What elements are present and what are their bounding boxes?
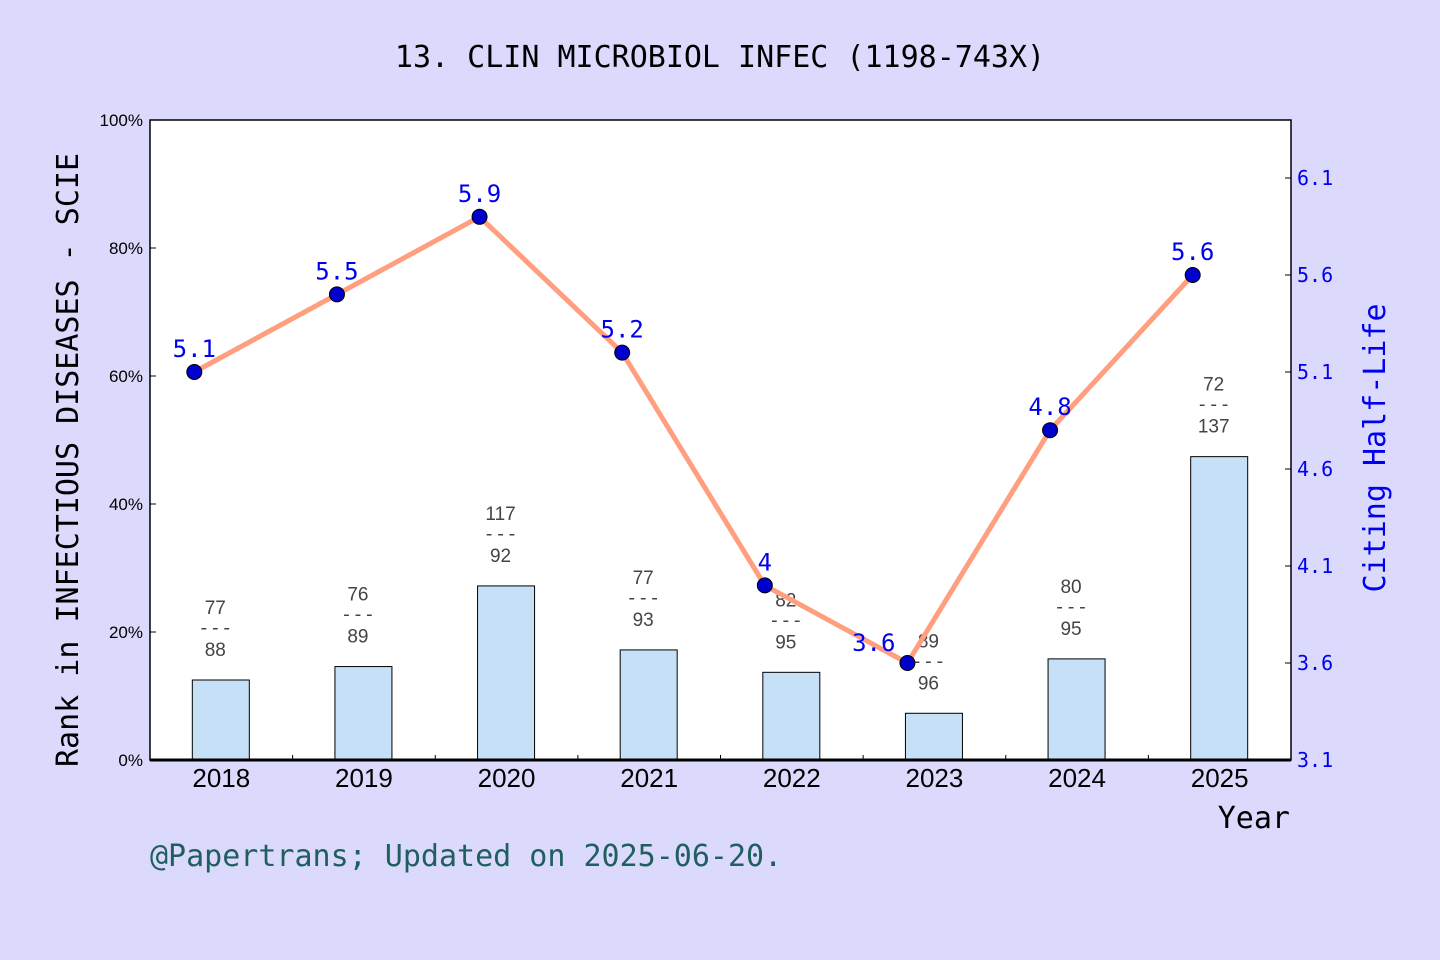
rank-label: 76 xyxy=(347,585,368,606)
bar-2025 xyxy=(1190,456,1249,761)
rank-label: 77 xyxy=(205,598,226,619)
right-tick-label: 3.1 xyxy=(1297,748,1333,772)
total-label: 88 xyxy=(205,640,226,661)
x-tick-label: 2025 xyxy=(1191,763,1249,793)
half-life-label: 5.9 xyxy=(458,180,501,208)
total-label: 92 xyxy=(490,546,511,567)
half-life-point-2019 xyxy=(328,286,345,303)
x-tick-label: 2024 xyxy=(1048,763,1106,793)
right-tick-label: 4.1 xyxy=(1297,554,1333,578)
x-tick-label: 2019 xyxy=(335,763,393,793)
rank-separator: --- xyxy=(1054,596,1088,618)
half-life-point-2021 xyxy=(614,344,631,361)
left-tick-label: 100% xyxy=(100,111,143,130)
half-life-label: 4.8 xyxy=(1028,393,1071,421)
right-tick-label: 4.6 xyxy=(1297,457,1333,481)
half-life-point-2025 xyxy=(1184,267,1201,283)
half-life-label: 5.1 xyxy=(173,335,216,363)
left-tick-label: 0% xyxy=(118,751,143,770)
half-life-label: 5.2 xyxy=(601,316,644,344)
x-tick-label: 2020 xyxy=(478,763,536,793)
left-tick-label: 80% xyxy=(109,239,143,258)
half-life-point-2022 xyxy=(756,577,773,594)
bar-2018 xyxy=(191,679,250,761)
half-life-point-2020 xyxy=(471,208,488,225)
rank-separator: --- xyxy=(911,650,945,672)
left-tick-label: 60% xyxy=(109,367,143,386)
bar-2023 xyxy=(904,712,963,761)
half-life-label: 3.6 xyxy=(852,629,895,657)
x-tick-label: 2023 xyxy=(906,763,964,793)
rank-separator: --- xyxy=(626,587,660,609)
x-tick-label: 2018 xyxy=(192,763,250,793)
half-life-label: 4 xyxy=(758,548,772,576)
bar-2021 xyxy=(619,649,678,761)
x-tick-label: 2022 xyxy=(763,763,821,793)
rank-label: 77 xyxy=(633,568,654,589)
total-label: 95 xyxy=(1060,619,1081,640)
chart-title: 13. CLIN MICROBIOL INFEC (1198-743X) xyxy=(395,40,1045,75)
x-tick-label: 2021 xyxy=(620,763,678,793)
right-tick-label: 3.6 xyxy=(1297,651,1333,675)
x-axis-label: Year xyxy=(1218,801,1290,836)
bar-2019 xyxy=(334,666,393,761)
rank-separator: --- xyxy=(1197,394,1231,416)
total-label: 137 xyxy=(1198,417,1230,438)
right-axis-label: Citing Half-Life xyxy=(1358,304,1393,593)
bar-2022 xyxy=(762,671,821,761)
plot-area xyxy=(149,119,1292,761)
half-life-point-2018 xyxy=(186,364,203,380)
rank-separator: --- xyxy=(769,609,803,631)
bar-2020 xyxy=(477,585,536,761)
half-life-point-2023 xyxy=(899,655,916,671)
rank-separator: --- xyxy=(341,604,375,626)
right-tick-label: 5.6 xyxy=(1297,263,1333,287)
total-label: 93 xyxy=(633,610,654,631)
footer-credit: @Papertrans; Updated on 2025-06-20. xyxy=(150,839,782,874)
total-label: 95 xyxy=(775,632,796,653)
rank-label: 117 xyxy=(485,504,515,525)
half-life-label: 5.5 xyxy=(315,257,358,285)
left-axis-label: Rank in INFECTIOUS DISEASES - SCIE xyxy=(51,153,86,767)
total-label: 89 xyxy=(347,627,368,648)
half-life-label: 5.6 xyxy=(1171,238,1214,266)
rank-label: 80 xyxy=(1060,577,1081,598)
rank-separator: --- xyxy=(483,523,517,545)
right-tick-label: 5.1 xyxy=(1297,360,1333,384)
left-tick-label: 40% xyxy=(109,495,143,514)
left-tick-label: 20% xyxy=(109,623,143,642)
rank-separator: --- xyxy=(198,617,232,639)
right-tick-label: 6.1 xyxy=(1297,166,1333,190)
half-life-line xyxy=(193,213,1195,667)
half-life-point-2024 xyxy=(1042,422,1059,439)
rank-label: 72 xyxy=(1203,375,1224,396)
total-label: 96 xyxy=(918,673,939,694)
bar-2024 xyxy=(1047,658,1106,761)
